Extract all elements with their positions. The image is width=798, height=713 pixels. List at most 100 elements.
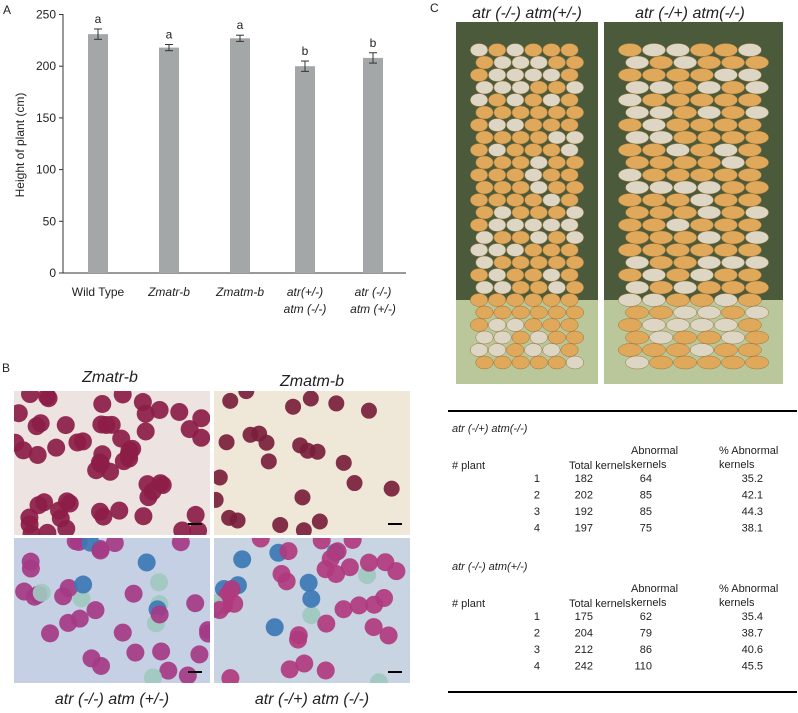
pollen-grain (238, 391, 255, 400)
kernel (506, 143, 525, 157)
y-tick-label: 250 (36, 8, 56, 22)
kernel (511, 155, 530, 170)
table-cell: 64 (640, 473, 652, 485)
kernel (565, 355, 584, 370)
pollen-grain (192, 409, 210, 428)
kernel (618, 118, 642, 132)
kernel (745, 205, 769, 220)
table-cell: 192 (575, 506, 593, 518)
kernel (649, 305, 674, 320)
kernel (697, 330, 721, 345)
kernel (690, 268, 714, 282)
kernel (642, 93, 666, 107)
pollen-grain (97, 415, 116, 434)
y-axis-label: Height of plant (cm) (13, 93, 27, 198)
pollen-grain (57, 519, 76, 535)
kernel (737, 43, 762, 57)
error-bar (236, 34, 244, 42)
kernel (506, 293, 525, 307)
kernel (547, 255, 566, 270)
kernel (713, 143, 738, 157)
kernel (524, 243, 543, 257)
kernel (618, 43, 642, 57)
pollen-grain (360, 402, 377, 419)
pollen-grain (340, 558, 359, 577)
kernel (511, 105, 530, 120)
kernel (488, 193, 507, 207)
kernel (470, 243, 489, 257)
kernel (470, 293, 489, 307)
x-tick-label: Zmatm-b (215, 285, 264, 299)
pollen-grain (32, 583, 51, 602)
micrograph-caption: atr (-/+) atm (-/-) (255, 691, 369, 708)
kernel (649, 80, 674, 95)
table-cell: 85 (640, 506, 652, 518)
kernel (649, 230, 674, 245)
micrograph (214, 538, 410, 683)
kernel (511, 280, 530, 295)
kernel (666, 43, 690, 57)
kernel (625, 180, 650, 195)
kernel (745, 130, 769, 145)
kernel (565, 205, 584, 220)
kernel (560, 243, 579, 257)
table-cell: 44.3 (742, 506, 763, 518)
kernel (565, 305, 584, 320)
kernel (565, 280, 584, 295)
pollen-grain (218, 434, 235, 451)
kernel (673, 155, 697, 170)
kernel (488, 43, 507, 57)
scale-bar (188, 523, 202, 525)
pollen-grain (59, 579, 78, 598)
micrograph-caption: Zmatr-b (81, 369, 138, 386)
kernel (524, 68, 543, 82)
kernel (470, 68, 489, 82)
pollen-grain (311, 513, 328, 530)
pollen-grain (150, 605, 169, 624)
pollen-grain (359, 553, 378, 572)
pollen-grain (328, 395, 345, 412)
pollen-grain (302, 589, 321, 608)
pollen-grain (312, 538, 331, 550)
pollen-grain (47, 438, 66, 457)
micrograph (214, 391, 410, 535)
pollen-grain (242, 426, 259, 443)
kernel (737, 68, 762, 82)
kernel (524, 218, 543, 232)
table-cell: 62 (640, 611, 652, 623)
kernel (649, 330, 674, 345)
column-header: kernels (631, 459, 667, 471)
panel-label: B (2, 361, 10, 375)
kernel (673, 230, 697, 245)
kernel (547, 80, 566, 95)
kernel (475, 280, 494, 295)
kernel (470, 93, 489, 107)
kernel (542, 318, 561, 332)
pollen-grain (186, 505, 205, 524)
kernel (529, 80, 548, 95)
bar (230, 38, 250, 274)
table-cell: 4 (534, 523, 540, 535)
kernel (666, 243, 690, 257)
kernel (488, 118, 507, 132)
kernel (649, 355, 674, 370)
table-cell: 3 (534, 506, 540, 518)
pollen-grain (82, 649, 101, 668)
kernel (713, 293, 738, 307)
kernel (524, 193, 543, 207)
pollen-grain (178, 666, 197, 683)
x-tick-label: Zmatr-b (147, 285, 190, 299)
pollen-grain (190, 645, 209, 664)
pollen-grain (21, 391, 40, 404)
kernel (529, 230, 548, 245)
kernel (673, 305, 697, 320)
kernel (649, 105, 674, 120)
x-tick-label: atr (-/-) (355, 285, 392, 299)
kernel (618, 193, 642, 207)
kernel (690, 143, 714, 157)
table-cell: 212 (575, 644, 593, 656)
micrograph-caption: Zmatm-b (279, 373, 344, 390)
kernel (721, 255, 745, 270)
y-tick-label: 150 (36, 111, 56, 125)
table-cell: 42.1 (742, 490, 763, 502)
